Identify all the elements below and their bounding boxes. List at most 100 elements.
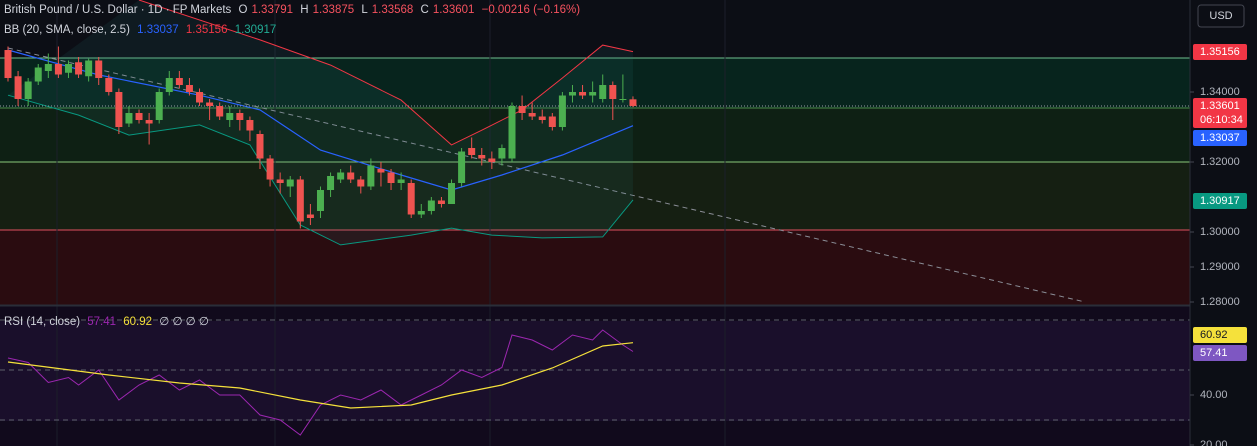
candle-body bbox=[216, 106, 224, 117]
rsi-ma bbox=[7, 342, 634, 409]
bb-upper bbox=[138, 0, 634, 146]
bb-label[interactable]: BB (20, SMA, close, 2.5) bbox=[4, 24, 130, 36]
candle-body bbox=[367, 165, 375, 187]
candle-body bbox=[64, 64, 72, 73]
candle-body bbox=[206, 102, 214, 107]
candle-body bbox=[619, 99, 627, 101]
candle-body bbox=[316, 189, 324, 211]
candle-body bbox=[558, 95, 566, 128]
ohlc-label: H bbox=[300, 4, 309, 16]
candle-body bbox=[185, 85, 193, 93]
candle-body bbox=[417, 210, 425, 215]
rsi-tag-bg bbox=[1193, 345, 1247, 361]
candle-body bbox=[296, 179, 304, 222]
ohlc-value: 1.33791 bbox=[251, 4, 294, 16]
candle-body bbox=[468, 148, 476, 156]
candle-body bbox=[387, 172, 395, 183]
bb-lower-tag: 1.30917 bbox=[1200, 195, 1240, 207]
candle-body bbox=[498, 148, 506, 159]
candle-body bbox=[246, 120, 254, 131]
candle-body bbox=[145, 120, 153, 124]
candle-body bbox=[175, 78, 183, 86]
zone bbox=[0, 0, 1190, 58]
rsi-tick-label: 40.00 bbox=[1200, 389, 1228, 401]
bb-value: 1.30917 bbox=[234, 24, 277, 36]
candle-body bbox=[75, 62, 83, 75]
candle-body bbox=[599, 85, 607, 100]
ohlc-label: L bbox=[361, 4, 368, 16]
candle-body bbox=[518, 106, 526, 114]
candle-body bbox=[85, 60, 93, 77]
bb-upper-tag: 1.35156 bbox=[1200, 46, 1240, 58]
rsi-value: 60.92 bbox=[123, 316, 153, 328]
rsi-line bbox=[7, 329, 634, 436]
zone bbox=[0, 230, 1190, 305]
candle-body bbox=[54, 64, 62, 75]
candle-body bbox=[306, 214, 314, 218]
bb-value: 1.33037 bbox=[137, 24, 179, 36]
candle-body bbox=[256, 134, 264, 159]
candle-body bbox=[226, 113, 234, 121]
bb-lower bbox=[7, 94, 634, 246]
rsi-band bbox=[0, 321, 1190, 421]
rsi-label[interactable]: RSI (14, close) bbox=[4, 316, 81, 328]
y-tick-label: 1.29000 bbox=[1200, 261, 1240, 273]
candle-body bbox=[266, 158, 274, 180]
y-tick-label: 1.32000 bbox=[1200, 156, 1240, 168]
candle-body bbox=[155, 92, 163, 121]
candle-body bbox=[95, 60, 103, 79]
candle-body bbox=[629, 99, 637, 106]
candle-body bbox=[337, 172, 345, 180]
ohlc-label: C bbox=[420, 4, 429, 16]
ohlc-value: 1.33601 bbox=[432, 4, 475, 16]
candle-body bbox=[579, 92, 587, 96]
candle-body bbox=[34, 67, 42, 82]
rsi-legend: RSI (14, close) 57.41 60.92 ∅ ∅ ∅ ∅ bbox=[4, 314, 213, 328]
bb-value: 1.35156 bbox=[185, 24, 228, 36]
rsi-tick-label: 20.00 bbox=[1200, 439, 1228, 446]
candle-body bbox=[488, 158, 496, 163]
bb-legend: BB (20, SMA, close, 2.5) 1.33037 1.35156… bbox=[4, 24, 280, 36]
currency-button[interactable] bbox=[1197, 4, 1245, 28]
candle-body bbox=[14, 76, 22, 100]
candle-body bbox=[105, 78, 113, 93]
y-tick-label: 1.30000 bbox=[1200, 226, 1240, 238]
bb-lower-tag-bg bbox=[1193, 193, 1247, 209]
candle-body bbox=[165, 78, 173, 93]
candle-body bbox=[609, 85, 617, 100]
price-tag: 1.33601 bbox=[1200, 100, 1240, 112]
candle-body bbox=[478, 155, 486, 159]
candle-body bbox=[427, 200, 435, 211]
candle-body bbox=[276, 179, 284, 183]
change: −0.00216 (−0.16%) bbox=[481, 4, 581, 16]
price-axis bbox=[1190, 0, 1257, 446]
candle-body bbox=[437, 200, 445, 204]
bb-basis-tag: 1.33037 bbox=[1200, 132, 1240, 144]
symbol-title: British Pound / U.S. Dollar · 1D · FP Ma… bbox=[4, 4, 232, 16]
candle-body bbox=[125, 113, 133, 124]
y-tick-label: 1.34000 bbox=[1200, 86, 1240, 98]
zone bbox=[0, 108, 1190, 162]
countdown: 06:10:34 bbox=[1200, 114, 1243, 126]
rsi-ma-tag-bg bbox=[1193, 327, 1247, 343]
candle-body bbox=[327, 176, 335, 190]
candle-body bbox=[357, 179, 365, 187]
candle-body bbox=[377, 169, 385, 173]
rsi-ma-tag: 60.92 bbox=[1200, 329, 1228, 341]
zone bbox=[0, 162, 1190, 230]
currency[interactable]: USD bbox=[1209, 10, 1232, 22]
candle-body bbox=[508, 106, 516, 159]
candle-body bbox=[407, 183, 415, 215]
candle-body bbox=[528, 113, 536, 117]
rsi-tag: 57.41 bbox=[1200, 347, 1228, 359]
price-tag-bg bbox=[1193, 97, 1247, 128]
candle-body bbox=[589, 92, 597, 96]
rsi-value: 57.41 bbox=[87, 316, 117, 328]
bb-fill bbox=[8, 0, 633, 245]
ohlc-value: 1.33875 bbox=[312, 4, 355, 16]
candle-body bbox=[458, 151, 466, 183]
candle-body bbox=[538, 116, 546, 121]
candle-body bbox=[548, 116, 556, 128]
